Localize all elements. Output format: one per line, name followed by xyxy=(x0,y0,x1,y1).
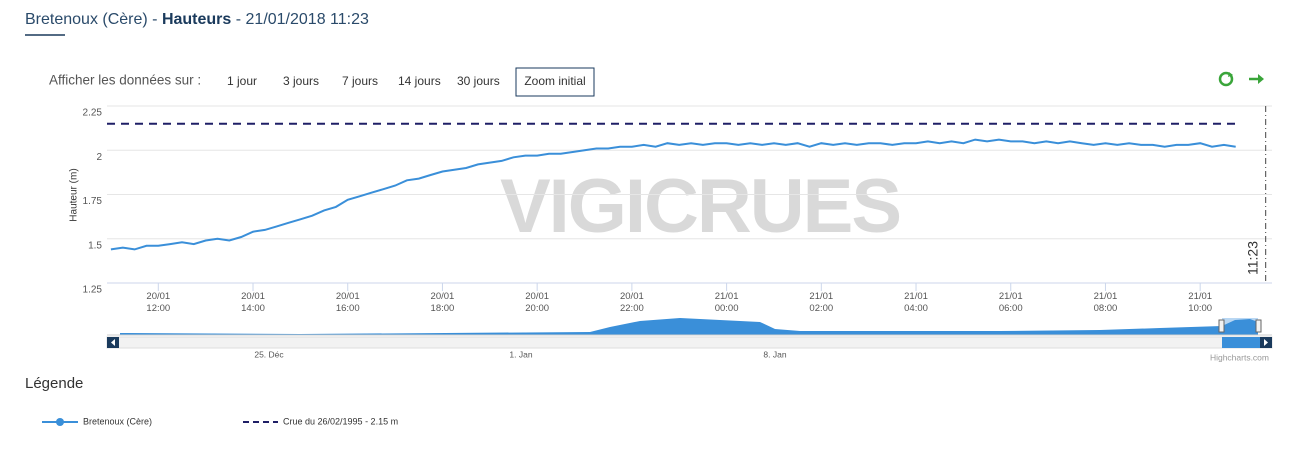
scrollbar-track[interactable] xyxy=(106,336,1273,349)
x-tick-label: 20/01 14:00 xyxy=(241,291,265,314)
navigator-handle[interactable] xyxy=(1255,319,1262,333)
navigator-label: 1. Jan xyxy=(509,349,532,359)
navigator-selected xyxy=(1222,319,1258,335)
navigator-label: 25. Déc xyxy=(254,349,284,359)
x-tick-label: 20/01 20:00 xyxy=(525,291,550,314)
legend-marker xyxy=(56,418,64,426)
scroll-right-arrow xyxy=(1264,339,1268,346)
x-tick-label: 20/01 22:00 xyxy=(619,291,644,314)
page-title: Bretenoux (Cère) - Hauteurs - 21/01/2018… xyxy=(25,11,369,28)
navigator-label: 8. Jan xyxy=(763,349,786,359)
refresh-icon[interactable] xyxy=(1218,71,1234,87)
legend-label[interactable]: Bretenoux (Cère) xyxy=(83,416,152,426)
x-tick-label: 21/01 08:00 xyxy=(1093,291,1118,314)
range-button[interactable]: 3 jours xyxy=(283,74,319,88)
range-button[interactable]: 14 jours xyxy=(398,74,441,88)
y-tick-label: 2 xyxy=(96,152,102,163)
title-station: Bretenoux (Cère) - xyxy=(25,11,162,28)
x-tick-label: 21/01 10:00 xyxy=(1188,291,1213,314)
title-date: - 21/01/2018 11:23 xyxy=(231,11,369,28)
y-tick-label: 2.25 xyxy=(83,108,103,119)
data-line xyxy=(110,138,1236,251)
zoom-button[interactable] xyxy=(515,67,595,97)
now-label: 11:23 xyxy=(1244,241,1260,275)
x-tick-label: 21/01 04:00 xyxy=(904,291,928,314)
watermark: VIGICRUES xyxy=(500,164,900,249)
range-button[interactable]: 1 jour xyxy=(227,74,257,88)
y-axis-title: Hauteur (m) xyxy=(69,168,80,221)
y-tick-label: 1.75 xyxy=(83,196,103,207)
legend-label[interactable]: Crue du 26/02/1995 - 2.15 m xyxy=(283,416,398,426)
y-tick-label: 1.25 xyxy=(83,285,103,296)
legend-title: Légende xyxy=(25,375,83,392)
navigator xyxy=(106,318,1273,349)
x-tick-label: 20/01 12:00 xyxy=(146,291,171,314)
title-measure: Hauteurs xyxy=(162,11,231,28)
scrollbar-thumb[interactable] xyxy=(1222,337,1260,348)
range-button[interactable]: 7 jours xyxy=(342,74,378,88)
scroll-left-arrow xyxy=(111,339,115,346)
x-tick-label: 21/01 06:00 xyxy=(998,291,1023,314)
range-button[interactable]: 30 jours xyxy=(457,74,500,88)
y-tick-label: 1.5 xyxy=(88,240,102,251)
navigator-handle[interactable] xyxy=(1218,319,1225,333)
x-tick-label: 20/01 18:00 xyxy=(430,291,455,314)
x-tick-label: 21/01 00:00 xyxy=(714,291,739,314)
next-icon[interactable] xyxy=(1249,74,1264,84)
range-label: Afficher les données sur : xyxy=(49,73,201,88)
navigator-series xyxy=(120,318,1222,335)
zoom-button-label[interactable]: Zoom initial xyxy=(524,74,585,88)
x-tick-label: 21/01 02:00 xyxy=(809,291,834,314)
credit[interactable]: Highcharts.com xyxy=(1210,352,1269,362)
x-tick-label: 20/01 16:00 xyxy=(335,291,360,314)
